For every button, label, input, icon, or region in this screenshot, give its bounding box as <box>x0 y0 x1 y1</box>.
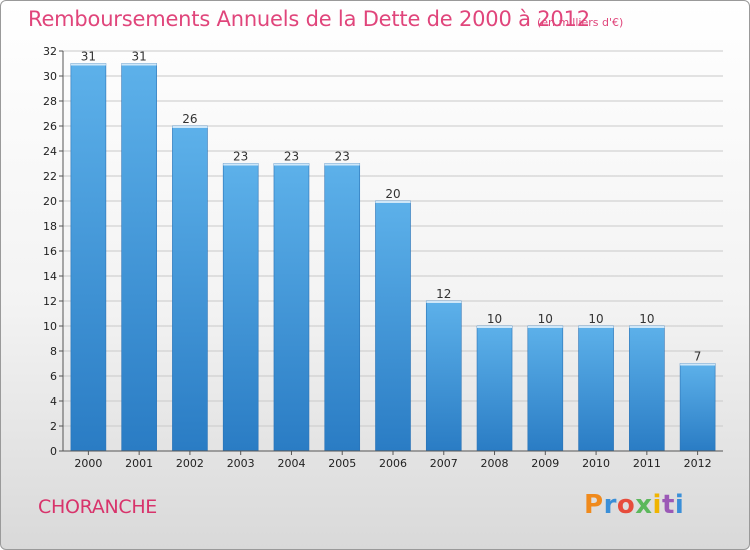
data-label: 10 <box>639 312 654 326</box>
x-tick-label: 2011 <box>633 457 661 470</box>
x-tick-label: 2004 <box>277 457 305 470</box>
x-tick-label: 2006 <box>379 457 407 470</box>
bar-highlight <box>477 326 513 328</box>
x-tick-label: 2002 <box>176 457 204 470</box>
bar-2002 <box>172 125 208 452</box>
y-tick-label: 22 <box>43 170 57 183</box>
bar-2006 <box>375 200 411 452</box>
y-tick-label: 0 <box>50 445 57 458</box>
bar-2008 <box>476 325 513 452</box>
bar-2009 <box>527 325 564 452</box>
y-tick-label: 28 <box>43 95 57 108</box>
x-tick-label: 2005 <box>328 457 356 470</box>
y-tick-label: 32 <box>43 45 57 58</box>
bar-2012 <box>679 363 716 452</box>
bar-highlight <box>375 201 411 203</box>
x-tick-label: 2003 <box>227 457 255 470</box>
y-tick-label: 14 <box>43 270 57 283</box>
x-tick-label: 2001 <box>125 457 153 470</box>
logo-letter: x <box>635 490 653 520</box>
y-tick-label: 6 <box>50 370 57 383</box>
bar-2010 <box>578 325 614 452</box>
logo-letter: i <box>652 490 662 520</box>
y-tick-label: 20 <box>43 195 57 208</box>
chart-subtitle: (en milliers d'€) <box>537 16 624 29</box>
bar-highlight <box>121 63 157 66</box>
bar-2005 <box>324 163 361 452</box>
bar-highlight <box>324 163 360 166</box>
logo-letter: P <box>584 490 604 520</box>
y-tick-label: 18 <box>43 220 57 233</box>
bar-highlight <box>527 326 563 328</box>
y-tick-label: 4 <box>50 395 57 408</box>
bar-highlight <box>680 363 716 366</box>
data-label: 10 <box>588 312 603 326</box>
data-label: 23 <box>284 150 299 164</box>
bar-2003 <box>222 163 259 452</box>
data-label: 20 <box>385 187 400 201</box>
data-label: 12 <box>436 287 451 301</box>
bar-highlight <box>629 326 665 328</box>
data-label: 31 <box>81 50 96 64</box>
bar-highlight <box>172 126 208 128</box>
chart-title: Remboursements Annuels de la Dette de 20… <box>28 7 590 31</box>
bar-highlight <box>578 326 614 328</box>
x-tick-label: 2007 <box>430 457 458 470</box>
bar-highlight <box>426 301 462 303</box>
logo-letter: t <box>661 490 675 520</box>
data-label: 23 <box>233 150 248 164</box>
y-tick-label: 16 <box>43 245 57 258</box>
data-label: 31 <box>132 50 147 64</box>
y-tick-label: 30 <box>43 70 57 83</box>
y-tick-label: 8 <box>50 345 57 358</box>
logo-letter: o <box>616 490 636 520</box>
logo-letter: i <box>674 490 685 520</box>
x-tick-label: 2000 <box>74 457 102 470</box>
bar-2001 <box>121 63 157 452</box>
x-tick-label: 2010 <box>582 457 610 470</box>
bar-2011 <box>629 325 665 452</box>
y-tick-label: 2 <box>50 420 57 433</box>
x-tick-label: 2012 <box>684 457 712 470</box>
data-label: 7 <box>694 350 702 364</box>
data-label: 23 <box>335 150 350 164</box>
logo-letter: r <box>603 490 617 520</box>
data-label: 10 <box>538 312 553 326</box>
y-tick-label: 10 <box>43 320 57 333</box>
bar-2007 <box>425 300 462 452</box>
bars: 31 31 26 23 23 23 20 12 10 10 10 10 7 <box>70 50 716 452</box>
bar-highlight <box>70 63 106 66</box>
bar-highlight <box>273 163 309 166</box>
data-label: 26 <box>182 112 197 126</box>
x-tick-label: 2008 <box>481 457 509 470</box>
x-tick-label: 2009 <box>531 457 559 470</box>
y-tick-label: 12 <box>43 295 57 308</box>
data-label: 10 <box>487 312 502 326</box>
y-tick-label: 24 <box>43 145 57 158</box>
bar-highlight <box>223 163 259 166</box>
y-tick-label: 26 <box>43 120 57 133</box>
bar-2004 <box>273 163 310 452</box>
proxiti-logo: Proxiti <box>584 490 684 520</box>
commune-name: CHORANCHE <box>38 496 158 518</box>
bar-2000 <box>70 63 107 452</box>
